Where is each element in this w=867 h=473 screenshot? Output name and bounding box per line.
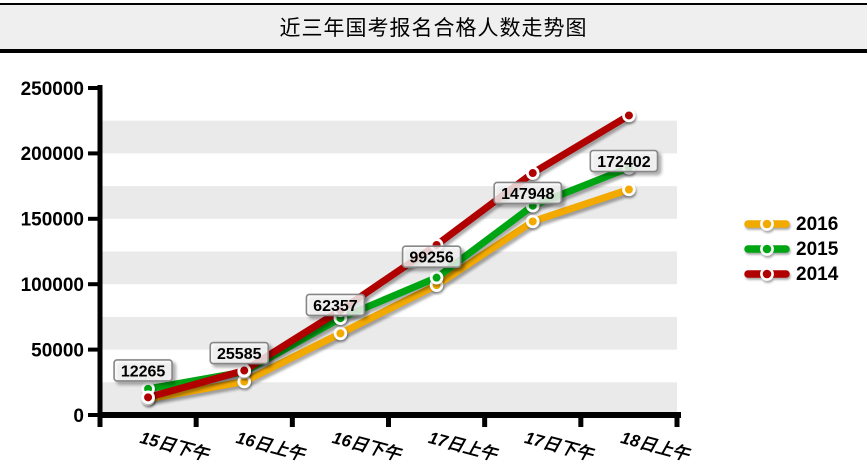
legend-label: 2016 (796, 214, 839, 235)
data-label-text: 25585 (217, 346, 262, 363)
legend: 2016 2015 2014 (744, 212, 838, 287)
data-label-box (493, 181, 563, 205)
data-label: 147948 (493, 181, 563, 205)
data-label-text: 99256 (409, 250, 454, 267)
data-label: 172402 (589, 149, 659, 173)
chart-title: 近三年国考报名合格人数走势图 (279, 16, 588, 40)
data-label-box (305, 293, 366, 317)
grid-band (101, 316, 677, 350)
chart-title-bar: 近三年国考报名合格人数走势图 (0, 5, 867, 53)
legend-dot (760, 241, 774, 256)
legend-marker-icon (744, 216, 790, 231)
data-point-2014-1 (237, 363, 252, 378)
x-label-group: 17日下午 (523, 428, 597, 465)
x-label-group: 18日上午 (619, 428, 693, 465)
y-tick-label: 200000 (21, 144, 84, 165)
legend-label: 2014 (796, 264, 839, 285)
legend-dot (760, 266, 774, 281)
x-tick-label: 15日下午 (138, 428, 212, 465)
legend-dot (760, 216, 774, 231)
data-label-text: 62357 (313, 298, 358, 315)
data-label-box (589, 149, 659, 173)
data-point-2014-0 (141, 390, 155, 405)
series-line-2016 (144, 185, 633, 403)
y-tick-label: 0 (73, 406, 84, 427)
x-tick-label: 18日上午 (619, 428, 693, 465)
data-point-2014-4 (525, 166, 540, 180)
data-point-2014-5 (622, 108, 636, 123)
legend-item-2016: 2016 (744, 212, 838, 237)
legend-marker-icon (744, 241, 790, 256)
data-point-2016-2 (333, 326, 348, 341)
legend-item-2014: 2014 (744, 262, 838, 287)
y-tick-label: 100000 (21, 275, 84, 296)
legend-label: 2015 (796, 239, 839, 260)
x-tick-label: 17日上午 (426, 428, 500, 465)
data-label-text: 172402 (597, 154, 650, 171)
y-tick-label: 250000 (21, 79, 84, 100)
data-point-2016-4 (525, 214, 540, 229)
y-tick-label: 150000 (21, 210, 84, 231)
data-label: 99256 (401, 245, 462, 268)
data-label-box (401, 245, 462, 268)
x-label-group: 17日上午 (426, 428, 500, 465)
x-label-group: 16日上午 (234, 428, 308, 465)
series-line-2014 (144, 111, 633, 401)
data-label-text: 12265 (121, 363, 166, 380)
data-label-box (113, 359, 173, 382)
legend-marker-icon (744, 266, 790, 281)
data-label-text: 147948 (501, 186, 554, 203)
data-point-2016-5 (622, 182, 636, 197)
legend-item-2015: 2015 (744, 237, 838, 262)
x-label-group: 16日下午 (330, 428, 404, 465)
data-label: 25585 (209, 341, 270, 365)
x-tick-label: 16日上午 (234, 428, 308, 465)
x-tick-label: 17日下午 (523, 428, 597, 465)
data-label-box (209, 341, 270, 365)
data-label: 12265 (113, 359, 173, 382)
data-point-2015-3 (429, 270, 444, 285)
data-label: 62357 (305, 293, 366, 317)
title-top-rule (0, 3, 867, 5)
y-tick-label: 50000 (31, 340, 84, 361)
x-label-group: 15日下午 (138, 428, 212, 465)
x-tick-label: 16日下午 (330, 428, 404, 465)
